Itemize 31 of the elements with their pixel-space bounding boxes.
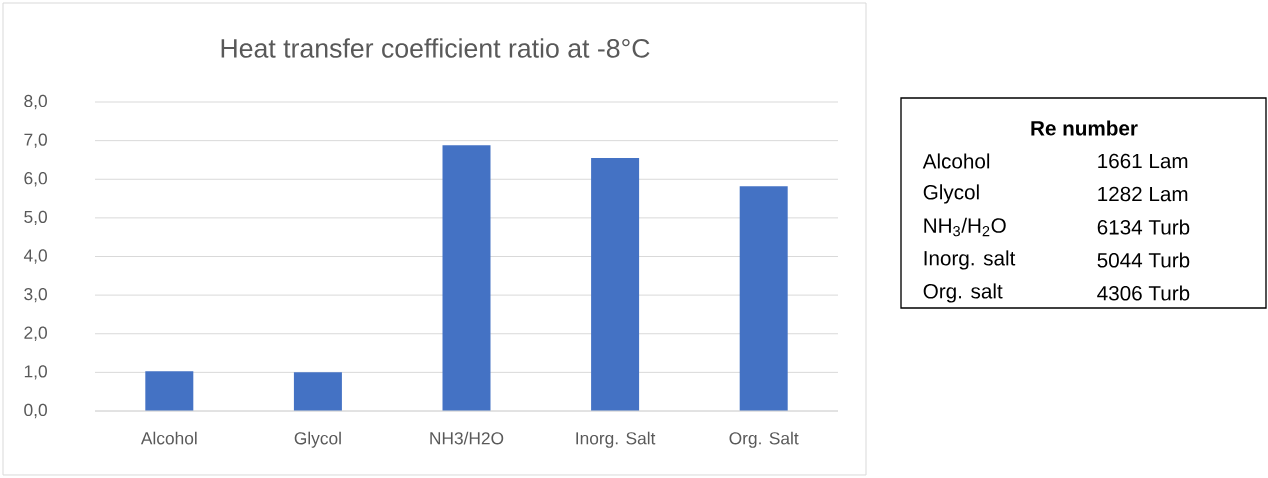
y-tick-label: 6,0	[24, 172, 47, 187]
bar	[739, 186, 788, 411]
text: NH$_{3}$/H$_{2}$O	[924, 217, 1006, 237]
text: Glycol	[923, 184, 979, 204]
text: Re number	[1031, 120, 1138, 136]
y-tick-label: 3,0	[24, 287, 47, 303]
text: Inorg. salt	[924, 250, 1016, 270]
y-tick-label: 8,0	[24, 94, 47, 110]
text: 4306 Turb	[1097, 285, 1190, 301]
bar	[293, 372, 342, 411]
text: 1661 Lam	[1098, 153, 1188, 169]
bar	[442, 145, 491, 411]
y-tick-label: 1,0	[24, 365, 47, 380]
text: Org. salt	[923, 283, 1003, 303]
text: 6134 Turb	[1097, 219, 1190, 235]
y-tick-label: 2,0	[24, 326, 47, 341]
text: 1282 Lam	[1098, 186, 1188, 202]
y-tick-label: 4,0	[23, 249, 47, 264]
x-tick-label: Alcohol	[140, 431, 197, 445]
x-tick-label: NH3/H2O	[430, 431, 504, 445]
text: 5044 Turb	[1097, 252, 1190, 268]
y-tick-label: 7,0	[24, 133, 47, 148]
y-tick-label: 5,0	[24, 210, 47, 226]
chart-title: Heat transfer coefficient ratio at -8°C	[221, 38, 650, 58]
bar	[145, 371, 194, 411]
x-tick-label: Inorg. Salt	[576, 431, 656, 448]
text: Alcohol	[922, 153, 990, 169]
bar	[591, 158, 640, 411]
x-tick-label: Glycol	[294, 431, 341, 448]
y-tick-label: 0,0	[24, 403, 47, 419]
x-tick-label: Org. Salt	[729, 431, 799, 448]
